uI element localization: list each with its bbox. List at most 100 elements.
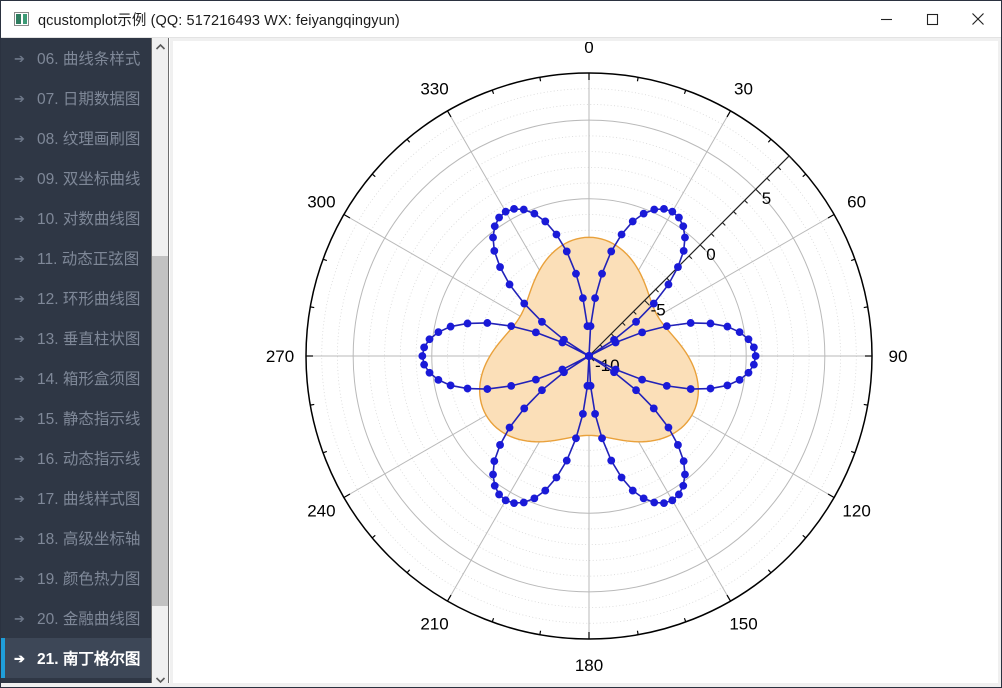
rose-curve-marker — [650, 498, 659, 507]
rose-curve-marker — [425, 368, 434, 377]
angular-major-tick — [827, 493, 835, 499]
rose-curve-marker — [649, 299, 658, 308]
arrow-right-icon: ➔ — [14, 210, 25, 226]
angular-tick-label: 270 — [266, 347, 294, 366]
rose-curve-marker — [632, 386, 640, 395]
rose-curve-marker — [510, 499, 518, 507]
arrow-right-icon: ➔ — [14, 530, 25, 546]
sidebar-nav[interactable]: ➔ 06. 曲线条样式 ➔ 07. 日期数据图 ➔ 08. 纹理画刷图 ➔ 09. 双坐标曲线… — [1, 38, 169, 687]
sidebar-item-label: 12. 环形曲线图 — [37, 291, 141, 308]
rose-curve-marker — [632, 317, 640, 326]
rose-curve-line — [421, 208, 757, 504]
rose-curve-marker — [668, 207, 677, 216]
arrow-right-icon: ➔ — [14, 450, 25, 466]
arrow-right-icon: ➔ — [14, 90, 25, 106]
angular-minor-tick — [539, 77, 542, 82]
angular-minor-tick — [850, 450, 856, 454]
rose-curve-marker — [628, 217, 637, 226]
rose-curve-marker — [660, 499, 668, 507]
sidebar-item-13[interactable]: ➔ 19. 颜色热力图 — [1, 558, 169, 598]
sidebar-item-15[interactable]: ➔ 21. 南丁格尔图 — [1, 638, 169, 678]
radial-minor-tick — [766, 177, 771, 182]
rose-curve-marker — [425, 335, 434, 344]
rose-curve-marker — [579, 294, 587, 303]
rose-curve-marker — [611, 338, 620, 347]
sidebar-item-label: 16. 动态指示线 — [37, 451, 141, 468]
minimize-button[interactable] — [863, 1, 909, 38]
sidebar-item-4[interactable]: ➔ 10. 对数曲线图 — [1, 198, 169, 238]
sidebar-item-6[interactable]: ➔ 12. 环形曲线图 — [1, 278, 169, 318]
sidebar-item-label: 06. 曲线条样式 — [37, 51, 141, 68]
app-icon — [14, 12, 29, 26]
sidebar-item-12[interactable]: ➔ 18. 高级坐标轴 — [1, 518, 169, 558]
rose-curve-marker — [681, 470, 689, 479]
rose-curve-marker — [496, 441, 504, 449]
rose-curve-marker — [679, 481, 688, 490]
sidebar-item-7[interactable]: ➔ 13. 垂直柱状图 — [1, 318, 169, 358]
close-button[interactable] — [955, 1, 1001, 38]
sidebar-item-0[interactable]: ➔ 06. 曲线条样式 — [1, 38, 169, 78]
rose-curve-marker — [664, 423, 673, 432]
sidebar-item-9[interactable]: ➔ 15. 静态指示线 — [1, 398, 169, 438]
sidebar-item-label: 13. 垂直柱状图 — [37, 331, 141, 348]
angular-tick-label: 240 — [307, 502, 335, 521]
rose-curve-marker — [541, 486, 550, 495]
scroll-up-icon[interactable] — [152, 38, 168, 55]
rose-curve-marker — [681, 233, 689, 242]
rose-curve-marker — [675, 490, 683, 499]
sidebar-item-2[interactable]: ➔ 08. 纹理画刷图 — [1, 118, 169, 158]
sidebar-item-label: 20. 金融曲线图 — [37, 611, 141, 628]
sidebar-item-8[interactable]: ➔ 14. 箱形盒须图 — [1, 358, 169, 398]
scrollbar-thumb[interactable] — [152, 256, 168, 606]
sidebar-item-label: 14. 箱形盒须图 — [37, 371, 141, 388]
rose-curve-marker — [490, 457, 499, 466]
angular-minor-tick — [491, 89, 495, 95]
angular-minor-tick — [767, 138, 772, 143]
rose-curve-marker — [510, 205, 518, 213]
rose-curve-marker — [749, 343, 758, 352]
rose-curve-marker — [572, 434, 580, 443]
rose-curve-marker — [744, 368, 753, 377]
rose-curve-marker — [558, 365, 567, 374]
rose-curve-marker — [496, 263, 504, 271]
rose-curve-marker — [723, 322, 732, 331]
rose-curve-marker — [552, 473, 561, 482]
sidebar-item-14[interactable]: ➔ 20. 金融曲线图 — [1, 598, 169, 638]
sidebar-item-label: 19. 颜色热力图 — [37, 571, 141, 588]
rose-curve-marker — [519, 205, 528, 214]
sidebar-item-5[interactable]: ➔ 11. 动态正弦图 — [1, 238, 169, 278]
sidebar-item-label: 15. 静态指示线 — [37, 411, 141, 428]
sidebar-item-3[interactable]: ➔ 09. 双坐标曲线 — [1, 158, 169, 198]
radial-tick-label: 5 — [762, 189, 771, 208]
sidebar-scrollbar[interactable] — [151, 38, 169, 687]
rose-curve-marker — [434, 375, 443, 384]
rose-curve-marker — [463, 384, 472, 393]
angular-tick-label: 330 — [420, 79, 448, 98]
sidebar-item-1[interactable]: ➔ 07. 日期数据图 — [1, 78, 169, 118]
rose-curve-marker — [638, 375, 647, 384]
radial-minor-tick — [666, 277, 671, 282]
sidebar-item-label: 08. 纹理画刷图 — [37, 131, 141, 148]
rose-curve-marker — [706, 319, 715, 328]
rose-curve-marker — [505, 423, 514, 432]
angular-major-tick — [726, 110, 732, 118]
rose-curve-marker — [664, 280, 673, 289]
rose-curve-marker — [639, 209, 648, 218]
arrow-right-icon: ➔ — [14, 290, 25, 306]
rose-curve-marker — [505, 280, 514, 289]
polar-chart[interactable]: 0 30 60 90 120 150 180 210 240 270 300 330 -10 -5 0 5 — [173, 41, 998, 685]
arrow-right-icon: ➔ — [14, 170, 25, 186]
rose-curve-marker — [649, 404, 658, 413]
rose-curve-marker — [638, 328, 647, 337]
rose-curve-marker — [507, 381, 516, 390]
sidebar-item-label: 10. 对数曲线图 — [37, 211, 141, 228]
arrow-right-icon: ➔ — [14, 490, 25, 506]
sidebar-item-11[interactable]: ➔ 17. 曲线样式图 — [1, 478, 169, 518]
maximize-button[interactable] — [909, 1, 955, 38]
rose-curve-marker — [735, 328, 744, 337]
angular-minor-tick — [863, 403, 868, 406]
radial-minor-tick — [733, 211, 737, 215]
rose-curve-marker — [583, 381, 592, 390]
rose-curve-marker — [531, 328, 540, 337]
sidebar-item-10[interactable]: ➔ 16. 动态指示线 — [1, 438, 169, 478]
